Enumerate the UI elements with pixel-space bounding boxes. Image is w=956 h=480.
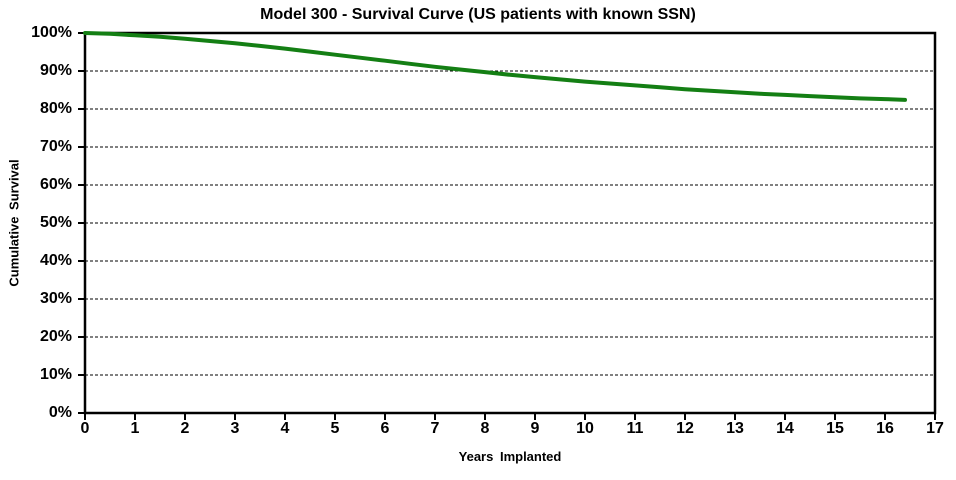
y-tick-label: 80% [39,100,72,117]
x-tick-label: 5 [330,420,340,437]
x-tick-label: 12 [676,420,694,437]
x-tick-label: 0 [80,420,90,437]
x-tick-label: 14 [776,420,794,437]
chart-title: Model 300 - Survival Curve (US patients … [260,6,696,23]
x-tick-label: 6 [380,420,390,437]
y-tick-label: 30% [39,290,72,307]
y-tick-label: 60% [39,176,72,193]
x-tick-label: 9 [530,420,540,437]
x-tick-label: 4 [280,420,290,437]
x-tick-label: 3 [230,420,240,437]
y-tick-label: 90% [39,62,72,79]
x-tick-label: 13 [726,420,744,437]
x-tick-label: 16 [876,420,894,437]
x-tick-label: 17 [926,420,944,437]
x-tick-label: 15 [826,420,844,437]
x-tick-label: 2 [180,420,190,437]
y-tick-label: 100% [31,24,72,41]
x-tick-label: 8 [480,420,490,437]
x-axis-title: Years Implanted [458,449,562,464]
x-tick-label: 1 [130,420,140,437]
y-tick-label: 0% [48,404,72,421]
y-tick-label: 40% [39,252,72,269]
x-tick-label: 10 [576,420,594,437]
x-tick-label: 7 [430,420,440,437]
y-tick-label: 10% [39,366,72,383]
y-tick-label: 50% [39,214,72,231]
y-tick-label: 70% [39,138,72,155]
y-tick-label: 20% [39,328,72,345]
survival-curve-line [83,31,907,102]
x-tick-label: 11 [626,420,644,437]
